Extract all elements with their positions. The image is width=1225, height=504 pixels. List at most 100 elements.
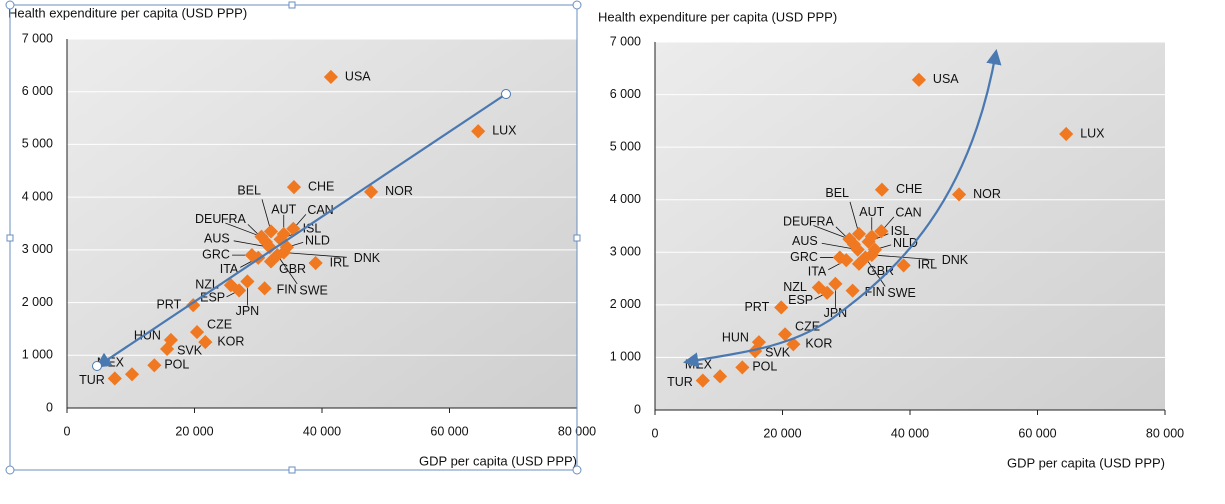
data-point bbox=[712, 369, 728, 384]
point-label: GRC bbox=[202, 247, 230, 261]
point-label: AUT bbox=[859, 205, 884, 219]
data-point bbox=[262, 240, 277, 255]
data-point bbox=[364, 184, 379, 199]
point-label: GBR bbox=[867, 264, 894, 278]
point-label: JPN bbox=[236, 304, 260, 318]
data-point bbox=[323, 69, 338, 85]
y-tick-label: 1 000 bbox=[610, 350, 641, 364]
x-tick-label: 0 bbox=[652, 426, 659, 440]
point-label: ITA bbox=[220, 262, 239, 276]
point-label: AUS bbox=[792, 234, 818, 248]
point-label: TUR bbox=[667, 375, 693, 389]
point-label: ISL bbox=[303, 222, 322, 236]
data-point bbox=[240, 274, 255, 289]
point-label: HUN bbox=[722, 330, 749, 344]
point-label: NZL bbox=[783, 280, 807, 294]
point-label: JPN bbox=[824, 306, 848, 320]
point-label: BEL bbox=[237, 184, 261, 198]
point-label: FRA bbox=[809, 215, 835, 229]
point-label: SVK bbox=[177, 343, 203, 357]
point-label: DEU bbox=[783, 214, 809, 228]
data-point bbox=[263, 224, 279, 239]
data-point bbox=[198, 335, 213, 350]
point-label: IRL bbox=[918, 258, 938, 272]
point-label: NOR bbox=[973, 187, 1001, 201]
data-point bbox=[232, 283, 247, 298]
plot-background bbox=[67, 39, 577, 408]
point-label: CZE bbox=[207, 317, 232, 331]
x-tick-label: 20 000 bbox=[175, 424, 213, 438]
point-label: DNK bbox=[942, 253, 969, 267]
point-label: TUR bbox=[79, 373, 105, 387]
point-label: DNK bbox=[354, 251, 381, 265]
selection-frame bbox=[5, 0, 582, 475]
point-label: POL bbox=[752, 360, 777, 374]
point-label: FRA bbox=[221, 212, 247, 226]
point-label: NZL bbox=[195, 277, 219, 291]
y-tick-label: 7 000 bbox=[610, 34, 641, 48]
trend-curve bbox=[682, 48, 1002, 368]
data-point bbox=[186, 298, 201, 313]
x-tick-label: 20 000 bbox=[763, 426, 801, 440]
y-tick-label: 0 bbox=[46, 400, 53, 414]
x-axis-label: GDP per capita (USD PPP) bbox=[1007, 455, 1165, 470]
data-point bbox=[695, 373, 710, 388]
y-tick-label: 0 bbox=[634, 402, 641, 416]
point-label: ESP bbox=[788, 293, 813, 307]
data-point bbox=[471, 124, 486, 139]
data-point bbox=[257, 281, 272, 296]
y-tick-label: 7 000 bbox=[22, 31, 53, 45]
point-label: CAN bbox=[895, 206, 921, 220]
trend-arrow bbox=[92, 89, 511, 371]
point-label: CHE bbox=[896, 182, 922, 196]
data-point bbox=[189, 325, 205, 340]
chart-title: Health expenditure per capita (USD PPP) bbox=[598, 9, 837, 24]
point-label: KOR bbox=[805, 337, 832, 351]
y-tick-label: 5 000 bbox=[22, 137, 53, 151]
point-label: SWE bbox=[299, 283, 327, 297]
point-label: KOR bbox=[217, 334, 244, 348]
point-label: ITA bbox=[808, 264, 827, 278]
x-tick-label: 60 000 bbox=[1018, 426, 1056, 440]
y-tick-label: 6 000 bbox=[22, 84, 53, 98]
y-tick-label: 4 000 bbox=[22, 189, 53, 203]
x-tick-label: 0 bbox=[64, 424, 71, 438]
data-point bbox=[308, 255, 323, 271]
y-tick-label: 2 000 bbox=[610, 297, 641, 311]
point-label: ESP bbox=[200, 291, 225, 305]
x-tick-label: 40 000 bbox=[891, 426, 929, 440]
x-tick-label: 80 000 bbox=[1146, 426, 1184, 440]
point-label: USA bbox=[933, 72, 959, 86]
y-tick-label: 2 000 bbox=[22, 295, 53, 309]
point-label: SWE bbox=[887, 286, 915, 300]
point-label: NOR bbox=[385, 184, 413, 198]
x-axis-label: GDP per capita (USD PPP) bbox=[419, 453, 577, 468]
point-label: DEU bbox=[195, 212, 221, 226]
point-label: AUT bbox=[271, 202, 296, 216]
point-label: NLD bbox=[305, 234, 330, 248]
data-point bbox=[270, 248, 285, 263]
point-label: FIN bbox=[277, 283, 297, 297]
point-label: USA bbox=[345, 69, 371, 83]
data-point bbox=[160, 341, 175, 357]
data-point bbox=[1059, 126, 1074, 142]
point-label: LUX bbox=[492, 124, 517, 138]
y-tick-label: 3 000 bbox=[610, 245, 641, 259]
x-tick-label: 40 000 bbox=[303, 424, 341, 438]
chart-title: Health expenditure per capita (USD PPP) bbox=[8, 5, 247, 20]
y-tick-label: 3 000 bbox=[22, 242, 53, 256]
leader-line bbox=[277, 254, 298, 285]
point-label: PRT bbox=[156, 298, 181, 312]
leader-line bbox=[283, 252, 347, 258]
y-tick-label: 1 000 bbox=[22, 348, 53, 362]
point-label: CAN bbox=[307, 203, 333, 217]
leader-line bbox=[225, 222, 262, 238]
point-label: PRT bbox=[744, 300, 769, 314]
data-point bbox=[107, 371, 122, 386]
y-tick-label: 6 000 bbox=[610, 87, 641, 101]
point-label: LUX bbox=[1080, 126, 1105, 140]
y-tick-label: 5 000 bbox=[610, 139, 641, 153]
point-label: POL bbox=[164, 358, 189, 372]
point-label: BEL bbox=[825, 186, 849, 200]
point-label: FIN bbox=[865, 285, 885, 299]
